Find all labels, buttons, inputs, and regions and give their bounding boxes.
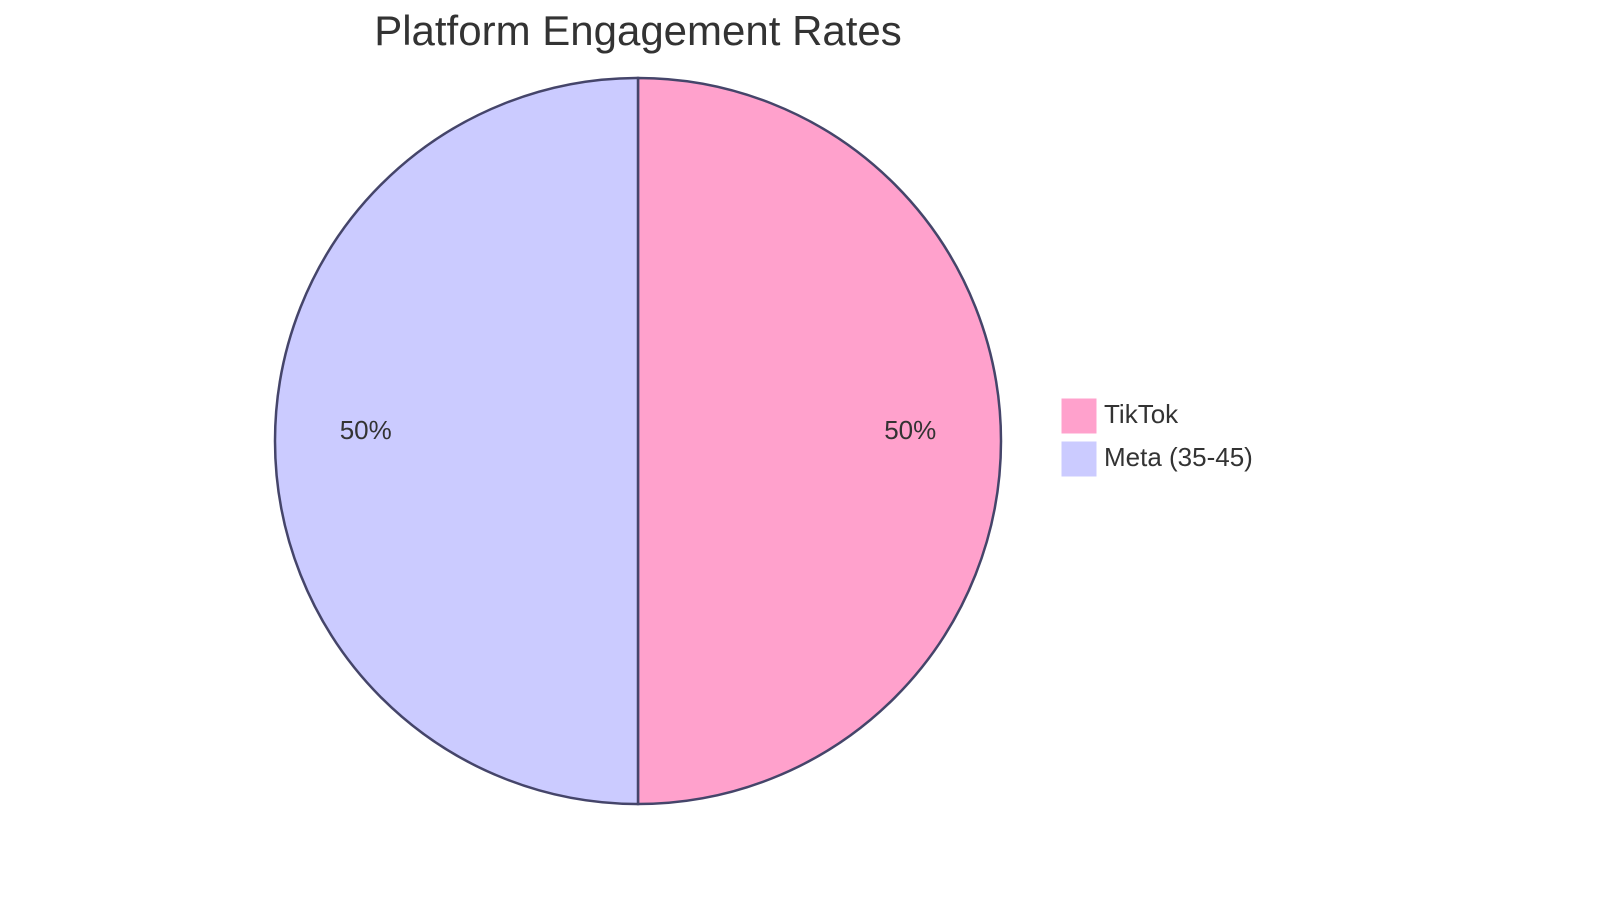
- chart-title: Platform Engagement Rates: [374, 7, 902, 54]
- slice-label: 50%: [884, 415, 936, 445]
- pie-slice: [636, 76, 1003, 806]
- legend-swatch: [1060, 397, 1098, 435]
- legend-text: TikTok: [1104, 399, 1179, 429]
- legend-text: Meta (35-45): [1104, 442, 1253, 472]
- legend-swatch: [1060, 440, 1098, 478]
- slice-label: 50%: [340, 415, 392, 445]
- pie-slice: [273, 76, 640, 806]
